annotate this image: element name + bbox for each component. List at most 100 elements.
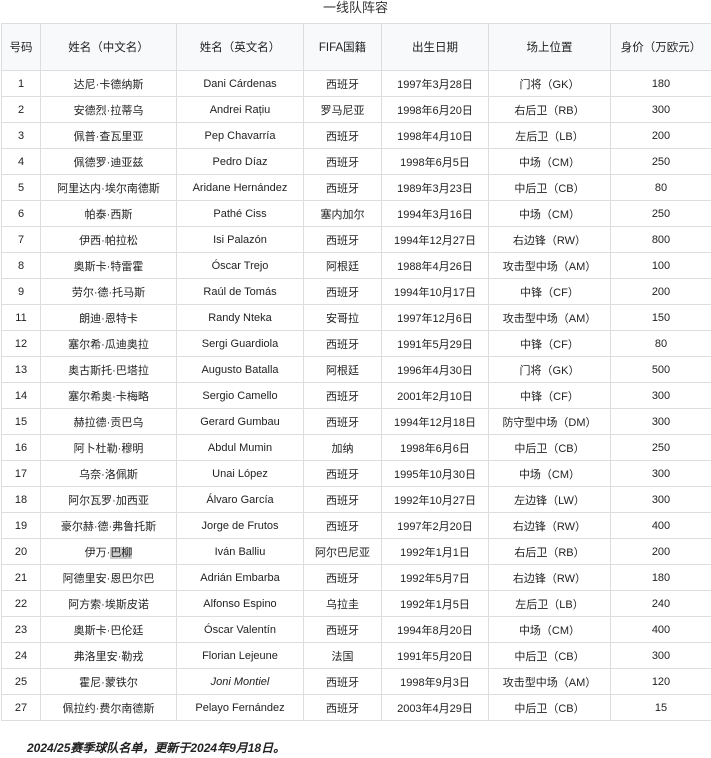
cell-position: 防守型中场（DM） [488,408,611,435]
cell-position: 门将（GK） [488,356,611,383]
cell-market-value: 150 [610,304,711,331]
cell-position: 右边锋（RW） [488,226,611,253]
cell-birth-date: 1997年3月28日 [381,70,489,97]
cell-nationality: 西班牙 [303,512,382,539]
cell-number: 4 [1,148,41,175]
column-header-market-value: 身价（万欧元） [610,23,711,71]
cell-birth-date: 1998年4月10日 [381,122,489,149]
cell-market-value: 80 [610,330,711,357]
cell-number: 22 [1,590,41,617]
cell-market-value: 300 [610,96,711,123]
cell-position: 中锋（CF） [488,278,611,305]
cell-position: 中后卫（CB） [488,642,611,669]
cell-birth-date: 1991年5月29日 [381,330,489,357]
cell-position: 攻击型中场（AM） [488,304,611,331]
cell-nationality: 乌拉圭 [303,590,382,617]
cell-position: 右后卫（RB） [488,96,611,123]
cell-position: 中锋（CF） [488,330,611,357]
cell-name-zh: 阿里达内·埃尔南德斯 [40,174,177,201]
cell-name-en: Florian Lejeune [176,642,304,669]
cell-name-en: Abdul Mumin [176,434,304,461]
cell-name-zh: 佩普·查瓦里亚 [40,122,177,149]
cell-birth-date: 1994年12月27日 [381,226,489,253]
cell-nationality: 安哥拉 [303,304,382,331]
cell-nationality: 西班牙 [303,122,382,149]
cell-nationality: 阿根廷 [303,356,382,383]
table-row: 1 达尼·卡德纳斯 Dani Cárdenas 西班牙 1997年3月28日 门将（GK）… [1,70,711,97]
cell-name-en: Óscar Valentín [176,616,304,643]
cell-name-en: Unai López [176,460,304,487]
cell-market-value: 500 [610,356,711,383]
table-row: 2 安德烈·拉蒂乌 Andrei Rațiu 罗马尼亚 1998年6月20日 右后卫（RB… [1,96,711,123]
cell-name-en: Aridane Hernández [176,174,304,201]
table-row: 27 佩拉约·费尔南德斯 Pelayo Fernández 西班牙 2003年4月29日… [1,694,711,721]
cell-name-zh: 霍尼·蒙铁尔 [40,668,177,695]
cell-market-value: 800 [610,226,711,253]
cell-name-zh: 弗洛里安·勒戎 [40,642,177,669]
cell-birth-date: 1994年12月18日 [381,408,489,435]
table-row: 22 阿方索·埃斯皮诺 Alfonso Espino 乌拉圭 1992年1月5日 左后卫（… [1,590,711,617]
cell-number: 13 [1,356,41,383]
cell-nationality: 塞内加尔 [303,200,382,227]
table-row: 6 帕泰·西斯 Pathé Ciss 塞内加尔 1994年3月16日 中场（CM） 250 [1,200,711,227]
cell-name-zh: 豪尔赫·德·弗鲁托斯 [40,512,177,539]
column-header-name-zh: 姓名（中文名） [40,23,177,71]
cell-market-value: 300 [610,408,711,435]
cell-name-en: Adrián Embarba [176,564,304,591]
cell-number: 23 [1,616,41,643]
cell-position: 中锋（CF） [488,382,611,409]
cell-position: 右后卫（RB） [488,538,611,565]
cell-birth-date: 1998年6月6日 [381,434,489,461]
cell-nationality: 西班牙 [303,226,382,253]
cell-birth-date: 1997年12月6日 [381,304,489,331]
cell-position: 中后卫（CB） [488,434,611,461]
cell-name-en: Pelayo Fernández [176,694,304,721]
table-row: 15 赫拉德·贡巴乌 Gerard Gumbau 西班牙 1994年12月18日 防守型中… [1,408,711,435]
cell-number: 14 [1,382,41,409]
cell-position: 左边锋（LW） [488,486,611,513]
name-part: 伊万· [84,546,111,559]
cell-name-zh: 帕泰·西斯 [40,200,177,227]
table-row: 11 朗迪·恩特卡 Randy Nteka 安哥拉 1997年12月6日 攻击型中场（AM… [1,304,711,331]
cell-name-en: Randy Nteka [176,304,304,331]
cell-birth-date: 1992年5月7日 [381,564,489,591]
cell-birth-date: 1991年5月20日 [381,642,489,669]
footnote: 2024/25赛季球队名单，更新于2024年9月18日。 [27,741,286,755]
cell-name-zh: 阿尔瓦罗·加西亚 [40,486,177,513]
cell-nationality: 西班牙 [303,694,382,721]
cell-nationality: 西班牙 [303,382,382,409]
cell-name-zh: 塞尔希·瓜迪奥拉 [40,330,177,357]
table-row: 14 塞尔希奥·卡梅略 Sergio Camello 西班牙 2001年2月10日 中锋（… [1,382,711,409]
cell-birth-date: 1994年8月20日 [381,616,489,643]
cell-name-zh: 伊万·巴柳 [40,538,177,565]
cell-nationality: 西班牙 [303,330,382,357]
cell-nationality: 西班牙 [303,70,382,97]
cell-market-value: 300 [610,382,711,409]
cell-name-en: Alfonso Espino [176,590,304,617]
cell-number: 12 [1,330,41,357]
cell-nationality: 西班牙 [303,616,382,643]
table-row: 13 奥古斯托·巴塔拉 Augusto Batalla 阿根廷 1996年4月30日 门将… [1,356,711,383]
cell-number: 8 [1,252,41,279]
cell-position: 中场（CM） [488,616,611,643]
cell-position: 左后卫（LB） [488,122,611,149]
table-row: 19 豪尔赫·德·弗鲁托斯 Jorge de Frutos 西班牙 1997年2月20日… [1,512,711,539]
cell-name-en: Joni Montiel [176,668,304,695]
table-row: 8 奥斯卡·特雷霍 Óscar Trejo 阿根廷 1988年4月26日 攻击型中场（AM… [1,252,711,279]
cell-number: 27 [1,694,41,721]
table-row: 24 弗洛里安·勒戎 Florian Lejeune 法国 1991年5月20日 中后卫（… [1,642,711,669]
cell-nationality: 西班牙 [303,278,382,305]
cell-birth-date: 2003年4月29日 [381,694,489,721]
cell-number: 17 [1,460,41,487]
cell-position: 攻击型中场（AM） [488,252,611,279]
cell-birth-date: 1997年2月20日 [381,512,489,539]
cell-name-zh: 阿方索·埃斯皮诺 [40,590,177,617]
cell-number: 18 [1,486,41,513]
cell-market-value: 200 [610,278,711,305]
cell-market-value: 300 [610,642,711,669]
cell-market-value: 250 [610,148,711,175]
table-row: 20 伊万·巴柳 Iván Balliu 阿尔巴尼亚 1992年1月1日 右后卫（RB） 2… [1,538,711,565]
cell-name-zh: 赫拉德·贡巴乌 [40,408,177,435]
cell-nationality: 西班牙 [303,460,382,487]
